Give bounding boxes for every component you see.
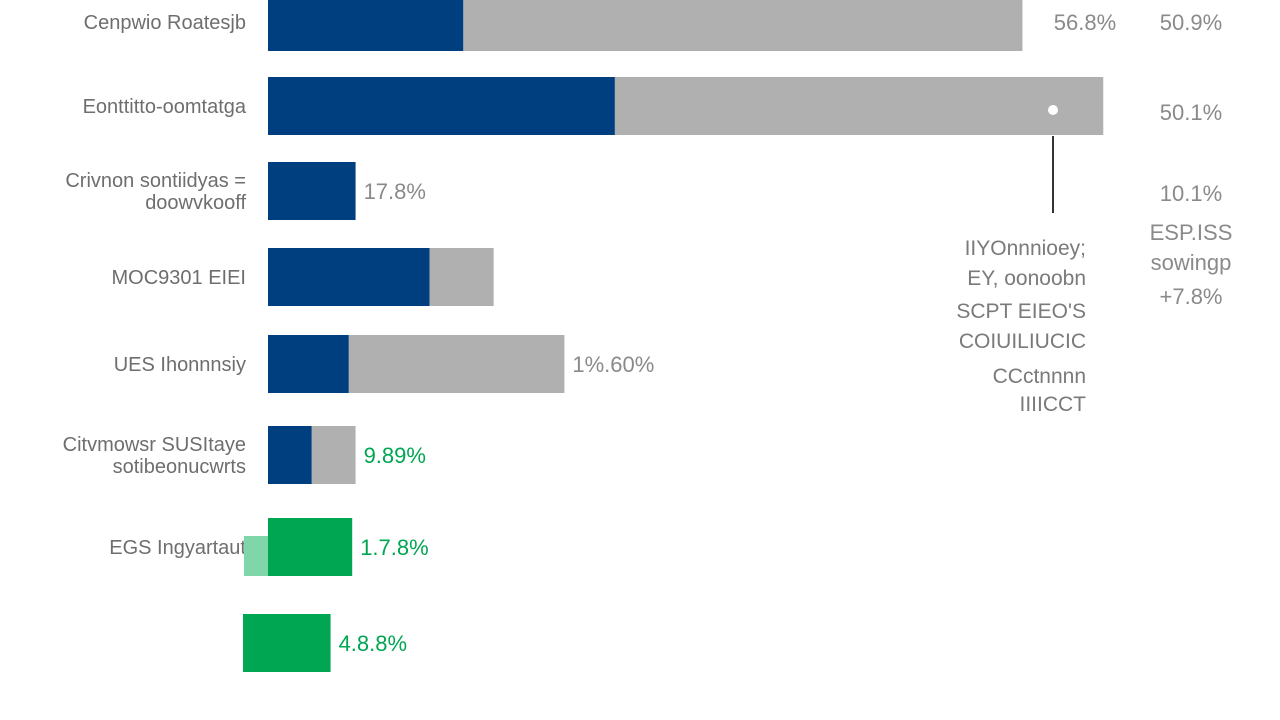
- category-label: EGS Ingyartaut: [109, 537, 246, 559]
- category-label: Crivnon sontiidyas =: [65, 170, 246, 192]
- bar-primary: [268, 162, 356, 220]
- category-label: MOC9301 EIEI: [111, 267, 246, 289]
- bar-accent: [244, 536, 268, 576]
- bar-primary: [268, 426, 312, 484]
- bar-secondary: [614, 77, 1104, 135]
- category-label: Cenpwio Roatesjb: [84, 12, 246, 34]
- right-column-1-value: 56.8%: [1054, 10, 1116, 35]
- annotation-line: EY, oonoobn: [967, 267, 1086, 290]
- bar-primary: [268, 335, 349, 393]
- right-column-2-value: 50.9%: [1160, 10, 1222, 35]
- bar-primary: [268, 518, 353, 576]
- bar-secondary: [348, 335, 565, 393]
- annotation-line: IIIICCT: [1020, 393, 1087, 416]
- category-label: sotibeonucwrts: [113, 456, 246, 478]
- category-label: UES Ihonnnsiy: [114, 354, 246, 376]
- annotation-line: IIYOnnnioey;: [965, 237, 1086, 260]
- data-label: 17.8%: [364, 179, 426, 204]
- right-column-note: +7.8%: [1160, 284, 1223, 309]
- bar-secondary: [429, 248, 494, 306]
- data-label: 1%.60%: [572, 352, 654, 377]
- data-label: 9.89%: [364, 443, 426, 468]
- bar-primary: [268, 0, 464, 51]
- bar-primary: [268, 248, 430, 306]
- category-label: Eonttitto-oomtatga: [83, 96, 247, 118]
- bar-primary: [268, 77, 615, 135]
- annotation-marker: [1048, 105, 1058, 115]
- data-label: 1.7.8%: [360, 535, 429, 560]
- data-label: 4.8.8%: [339, 631, 408, 656]
- annotation-line: CCctnnnn: [993, 365, 1086, 388]
- right-column-2-value: 10.1%: [1160, 181, 1222, 206]
- category-label: doowvkooff: [145, 192, 246, 214]
- annotation-line: SCPT EIEO'S: [956, 300, 1086, 323]
- category-label: Citvmowsr SUSItaye: [63, 434, 246, 456]
- right-column-note: sowingp: [1151, 250, 1232, 275]
- bar-secondary: [463, 0, 1023, 51]
- right-column-2-value: 50.1%: [1160, 100, 1222, 125]
- right-column-note: ESP.ISS: [1150, 220, 1233, 245]
- bar-primary: [243, 614, 331, 672]
- bar-secondary: [311, 426, 356, 484]
- annotation-line: COIUILIUCIC: [959, 330, 1086, 353]
